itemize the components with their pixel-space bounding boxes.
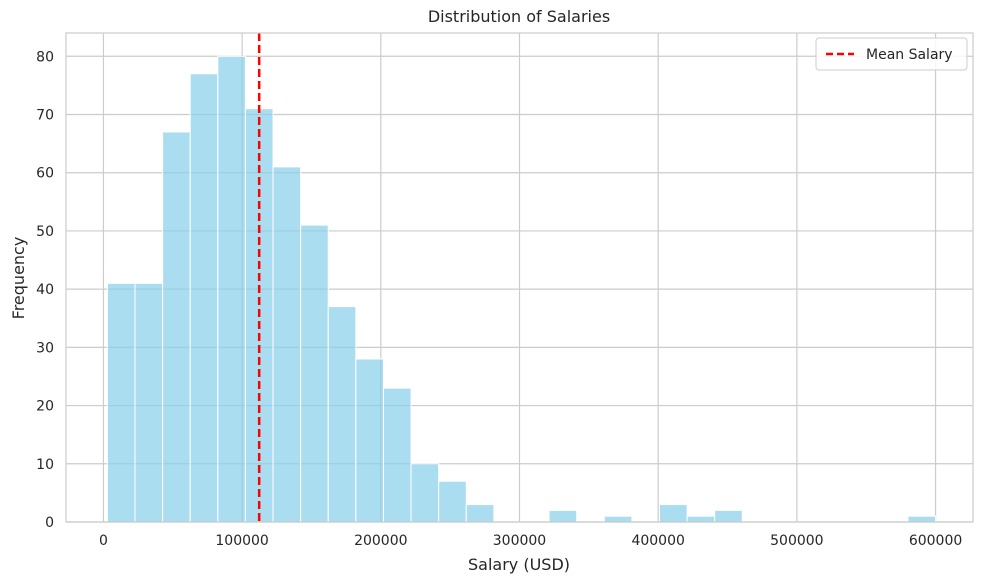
y-tick-label: 30: [36, 340, 54, 356]
x-tick-label: 500000: [770, 533, 823, 549]
histogram-bar: [300, 224, 329, 523]
legend: Mean Salary: [815, 37, 968, 71]
x-axis-title: Salary (USD): [468, 555, 570, 574]
y-tick-label: 70: [36, 108, 54, 124]
legend-mean-label: Mean Salary: [866, 47, 953, 63]
histogram-bar: [162, 131, 191, 523]
histogram-bar: [548, 509, 578, 523]
histogram-bar: [189, 73, 219, 523]
chart-title: Distribution of Salaries: [428, 7, 610, 26]
y-tick-label: 60: [36, 166, 54, 182]
histogram-bar: [907, 515, 937, 523]
histogram-bar: [355, 358, 384, 523]
histogram-bar: [714, 509, 743, 523]
legend-box: [815, 37, 968, 71]
histogram-bar: [217, 55, 246, 523]
y-tick-label: 0: [45, 515, 54, 531]
spine-layer: [65, 32, 974, 523]
bar-layer: [106, 55, 937, 523]
plot-frame: [65, 32, 974, 523]
histogram-bar: [327, 306, 357, 523]
histogram-bar: [465, 504, 495, 523]
histogram-bar: [106, 282, 136, 523]
x-tick-label: 300000: [493, 533, 546, 549]
x-tick-label: 200000: [354, 533, 407, 549]
y-tick-label: 50: [36, 224, 54, 240]
x-tick-label: 400000: [631, 533, 684, 549]
x-tick-label: 0: [99, 533, 108, 549]
histogram-bar: [686, 515, 716, 523]
histogram-bar: [272, 166, 302, 523]
histogram-bar: [134, 282, 164, 523]
y-tick-label: 10: [36, 457, 54, 473]
histogram-bar: [659, 504, 688, 523]
y-tick-label: 40: [36, 282, 54, 298]
x-tick-label: 600000: [909, 533, 962, 549]
y-tick-label: 20: [36, 399, 54, 415]
tick-labels: 0 100000 200000 300000 400000 500000 600000 0 10…: [36, 49, 962, 549]
histogram-bar: [410, 463, 440, 523]
x-tick-label: 100000: [215, 533, 268, 549]
histogram-bar: [603, 515, 633, 523]
y-axis-title: Frequency: [9, 237, 28, 320]
y-tick-label: 80: [36, 49, 54, 65]
histogram-bar: [382, 387, 412, 523]
histogram-bar: [438, 480, 467, 523]
